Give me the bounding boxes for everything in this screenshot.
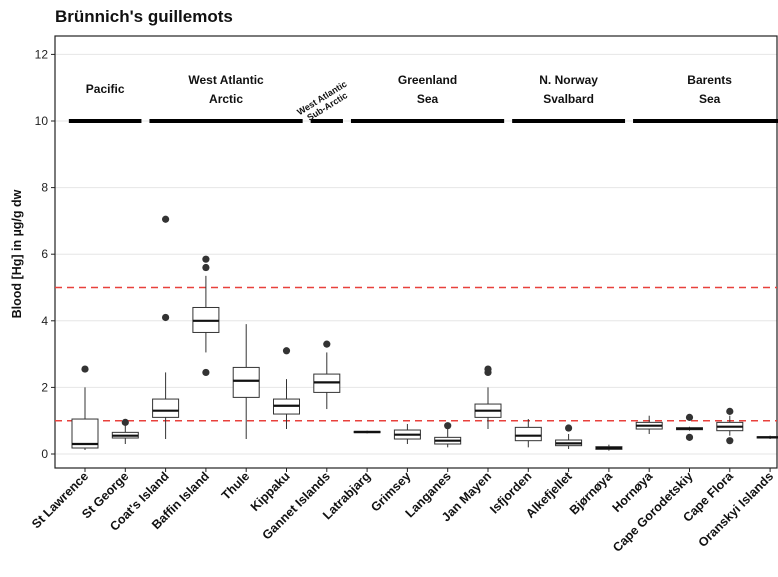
y-tick-label: 10 bbox=[35, 114, 49, 128]
outlier-point bbox=[444, 422, 452, 430]
outlier-point bbox=[726, 407, 734, 415]
outlier-point bbox=[162, 215, 170, 223]
box bbox=[514, 426, 542, 442]
region-label: Sea bbox=[699, 92, 721, 106]
y-tick-label: 0 bbox=[41, 447, 48, 461]
outlier-point bbox=[81, 365, 89, 373]
y-tick-label: 12 bbox=[35, 47, 49, 61]
region-label: Arctic bbox=[209, 92, 243, 106]
outlier-point bbox=[323, 340, 331, 348]
outlier-point bbox=[685, 433, 694, 441]
x-tick-label: Oranskyi Islands bbox=[696, 469, 777, 550]
region-label: Sea bbox=[417, 92, 439, 106]
y-tick-label: 2 bbox=[41, 380, 48, 394]
outlier-point bbox=[565, 424, 573, 432]
y-tick-label: 4 bbox=[41, 314, 48, 328]
y-axis-label: Blood [Hg] in µg/g dw bbox=[10, 189, 24, 318]
outlier-point bbox=[202, 255, 210, 263]
outlier-point bbox=[685, 413, 694, 421]
outlier-point bbox=[121, 418, 129, 426]
outlier-point bbox=[282, 347, 291, 355]
x-tick-label: St Lawrence bbox=[29, 469, 91, 531]
plot-area: 0 2 4 6 8 10 12 Pacific West Atlantic Arctic West … bbox=[29, 35, 778, 555]
box bbox=[152, 398, 180, 418]
x-tick-label: Bjørnøya bbox=[567, 468, 616, 517]
y-tick-label: 6 bbox=[41, 247, 48, 261]
region-label: Svalbard bbox=[543, 92, 594, 106]
region-label: Greenland bbox=[398, 73, 457, 87]
region-label: N. Norway bbox=[539, 73, 598, 87]
region-label: Barents bbox=[687, 73, 732, 87]
plot-border bbox=[54, 35, 778, 469]
region-label: West Atlantic bbox=[188, 73, 264, 87]
x-tick-label: Thule bbox=[219, 469, 253, 503]
outlier-point bbox=[162, 313, 170, 322]
y-tick-label: 8 bbox=[41, 181, 48, 195]
box bbox=[232, 366, 260, 398]
region-label: Pacific bbox=[86, 82, 125, 96]
outlier-point bbox=[726, 437, 734, 445]
chart-title: Brünnich's guillemots bbox=[55, 7, 233, 26]
outlier-point bbox=[202, 263, 210, 272]
outlier-point bbox=[202, 368, 210, 377]
outlier-point bbox=[484, 365, 492, 373]
